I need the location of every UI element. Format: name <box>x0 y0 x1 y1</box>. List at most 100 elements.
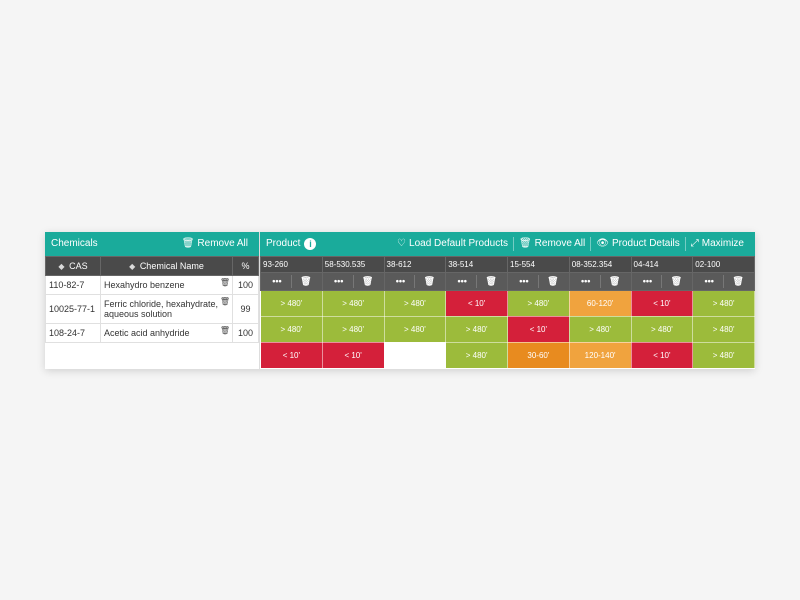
product-code-header[interactable]: 04-414 <box>631 256 693 272</box>
chemical-row: 10025-77-1Ferric chloride, hexahydrate, … <box>46 294 259 323</box>
cas-cell: 110-82-7 <box>46 275 101 294</box>
product-delete-button[interactable]: 🗑 <box>354 275 382 288</box>
compatibility-cell[interactable]: 60-120' <box>569 290 631 316</box>
product-delete-button[interactable]: 🗑 <box>539 275 567 288</box>
name-cell: Hexahydro benzene🗑 <box>101 275 233 294</box>
compatibility-cell[interactable]: > 480' <box>322 316 384 342</box>
compatibility-cell[interactable]: > 480' <box>569 316 631 342</box>
product-row: < 10'< 10'> 480'30-60'120-140'< 10'> 480… <box>261 342 755 368</box>
remove-chemical-button[interactable]: 🗑 <box>220 278 230 287</box>
cas-cell: 108-24-7 <box>46 323 101 342</box>
chemical-row: 110-82-7Hexahydro benzene🗑100 <box>46 275 259 294</box>
compatibility-cell[interactable]: > 480' <box>261 290 323 316</box>
compatibility-cell[interactable]: > 480' <box>384 290 446 316</box>
compatibility-cell[interactable]: < 10' <box>261 342 323 368</box>
compatibility-cell[interactable]: < 10' <box>508 316 570 342</box>
product-delete-button[interactable]: 🗑 <box>662 275 690 288</box>
product-more-button[interactable]: ••• <box>695 275 724 288</box>
product-code-header[interactable]: 58-530.535 <box>322 256 384 272</box>
product-tools: •••🗑 <box>261 272 323 290</box>
name-cell: Ferric chloride, hexahydrate, aqueous so… <box>101 294 233 323</box>
product-tools: •••🗑 <box>322 272 384 290</box>
info-icon[interactable]: i <box>304 238 316 250</box>
compatibility-cell[interactable] <box>384 342 446 368</box>
col-cas[interactable]: ◆ CAS <box>46 256 101 275</box>
pct-cell: 99 <box>233 294 259 323</box>
product-delete-button[interactable]: 🗑 <box>292 275 320 288</box>
products-header: Product i ♡ Load Default Products 🗑 Remo… <box>260 232 755 256</box>
product-details-button[interactable]: 👁 Product Details <box>591 238 685 249</box>
chemicals-table: ◆ CAS ◆ Chemical Name % 110-82-7Hexahydr… <box>45 256 259 343</box>
maximize-icon: ⤢ <box>691 238 699 249</box>
compatibility-cell[interactable]: < 10' <box>322 342 384 368</box>
chemicals-title: Chemicals <box>51 238 98 249</box>
products-title: Product <box>266 238 300 249</box>
product-tools: •••🗑 <box>693 272 755 290</box>
compatibility-cell[interactable]: > 480' <box>693 290 755 316</box>
compatibility-cell[interactable]: > 480' <box>446 316 508 342</box>
heart-icon: ♡ <box>397 238 406 249</box>
compatibility-cell[interactable]: > 480' <box>261 316 323 342</box>
product-row: > 480'> 480'> 480'> 480'< 10'> 480'> 480… <box>261 316 755 342</box>
product-code-header[interactable]: 15-554 <box>508 256 570 272</box>
product-more-button[interactable]: ••• <box>387 275 416 288</box>
product-delete-button[interactable]: 🗑 <box>724 275 752 288</box>
product-tools: •••🗑 <box>508 272 570 290</box>
chemicals-remove-all-button[interactable]: 🗑 Remove All <box>177 238 253 249</box>
pct-cell: 100 <box>233 323 259 342</box>
eye-icon: 👁 <box>596 238 609 249</box>
maximize-button[interactable]: ⤢ Maximize <box>686 238 749 249</box>
product-more-button[interactable]: ••• <box>263 275 292 288</box>
name-cell: Acetic acid anhydride🗑 <box>101 323 233 342</box>
product-code-header[interactable]: 38-514 <box>446 256 508 272</box>
product-more-button[interactable]: ••• <box>325 275 354 288</box>
trash-icon: 🗑 <box>519 238 532 249</box>
col-pct[interactable]: % <box>233 256 259 275</box>
remove-chemical-button[interactable]: 🗑 <box>220 297 230 306</box>
compatibility-cell[interactable]: > 480' <box>693 316 755 342</box>
chemical-row: 108-24-7Acetic acid anhydride🗑100 <box>46 323 259 342</box>
remove-chemical-button[interactable]: 🗑 <box>220 326 230 335</box>
compatibility-panel: Chemicals 🗑 Remove All ◆ CAS ◆ Chemical … <box>45 232 755 369</box>
compatibility-cell[interactable]: > 480' <box>384 316 446 342</box>
compatibility-cell[interactable]: < 10' <box>446 290 508 316</box>
product-delete-button[interactable]: 🗑 <box>601 275 629 288</box>
trash-icon: 🗑 <box>182 238 195 249</box>
product-code-header[interactable]: 93-260 <box>261 256 323 272</box>
cas-cell: 10025-77-1 <box>46 294 101 323</box>
product-code-header[interactable]: 38-612 <box>384 256 446 272</box>
product-tools: •••🗑 <box>384 272 446 290</box>
chemicals-section: Chemicals 🗑 Remove All ◆ CAS ◆ Chemical … <box>45 232 260 369</box>
product-tools: •••🗑 <box>631 272 693 290</box>
product-more-button[interactable]: ••• <box>448 275 477 288</box>
product-code-header[interactable]: 08-352.354 <box>569 256 631 272</box>
products-grid: 93-26058-530.53538-61238-51415-55408-352… <box>260 256 755 369</box>
product-more-button[interactable]: ••• <box>510 275 539 288</box>
compatibility-cell[interactable]: > 480' <box>508 290 570 316</box>
compatibility-cell[interactable]: < 10' <box>631 290 693 316</box>
product-code-header[interactable]: 02-100 <box>693 256 755 272</box>
pct-cell: 100 <box>233 275 259 294</box>
product-tools: •••🗑 <box>446 272 508 290</box>
compatibility-cell[interactable]: 30-60' <box>508 342 570 368</box>
compatibility-cell[interactable]: > 480' <box>631 316 693 342</box>
compatibility-cell[interactable]: > 480' <box>446 342 508 368</box>
col-name[interactable]: ◆ Chemical Name <box>101 256 233 275</box>
sort-icon: ◆ <box>58 262 64 271</box>
product-tools: •••🗑 <box>569 272 631 290</box>
sort-icon: ◆ <box>129 262 135 271</box>
product-more-button[interactable]: ••• <box>634 275 663 288</box>
compatibility-cell[interactable]: 120-140' <box>569 342 631 368</box>
product-more-button[interactable]: ••• <box>572 275 601 288</box>
compatibility-cell[interactable]: < 10' <box>631 342 693 368</box>
product-delete-button[interactable]: 🗑 <box>477 275 505 288</box>
load-default-button[interactable]: ♡ Load Default Products <box>392 238 513 249</box>
compatibility-cell[interactable]: > 480' <box>693 342 755 368</box>
compatibility-cell[interactable]: > 480' <box>322 290 384 316</box>
product-row: > 480'> 480'> 480'< 10'> 480'60-120'< 10… <box>261 290 755 316</box>
products-remove-all-button[interactable]: 🗑 Remove All <box>514 238 590 249</box>
remove-all-label: Remove All <box>197 238 248 249</box>
product-delete-button[interactable]: 🗑 <box>415 275 443 288</box>
chemicals-header: Chemicals 🗑 Remove All <box>45 232 259 256</box>
products-section: Product i ♡ Load Default Products 🗑 Remo… <box>260 232 755 369</box>
